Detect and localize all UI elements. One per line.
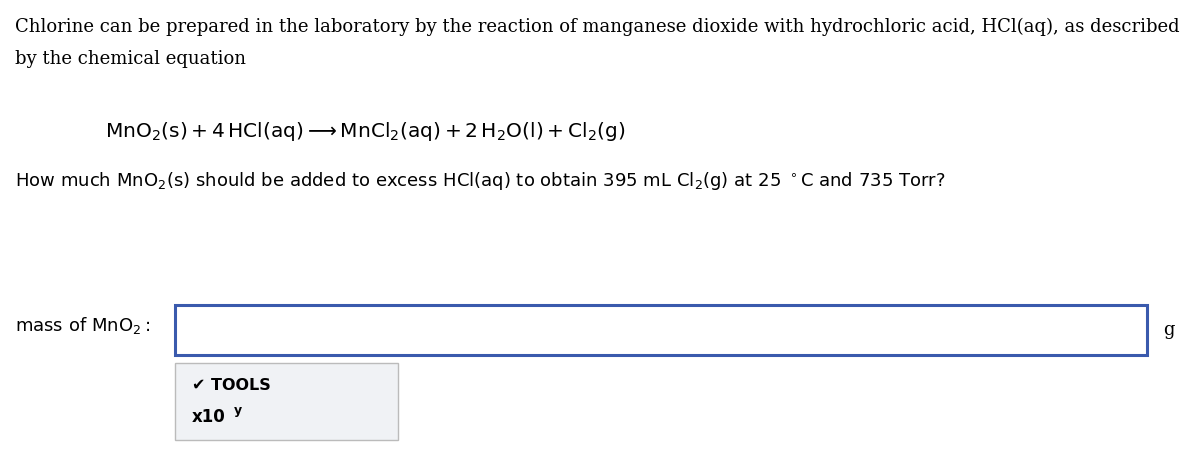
FancyBboxPatch shape <box>175 305 1147 355</box>
Text: g: g <box>1163 321 1175 339</box>
Text: $\mathregular{mass\ of\ MnO_2:}$: $\mathregular{mass\ of\ MnO_2:}$ <box>14 314 151 335</box>
Text: Chlorine can be prepared in the laboratory by the reaction of manganese dioxide : Chlorine can be prepared in the laborato… <box>14 18 1180 36</box>
Text: by the chemical equation: by the chemical equation <box>14 50 246 68</box>
Text: $\mathregular{MnO_2(s) + 4\,HCl(aq) \longrightarrow MnCl_2(aq) + 2\,H_2O(l) + Cl: $\mathregular{MnO_2(s) + 4\,HCl(aq) \lon… <box>106 120 625 143</box>
Text: $\mathregular{How\ much\ MnO_2(s)\ should\ be\ added\ to\ excess\ HCl(aq)\ to\ o: $\mathregular{How\ much\ MnO_2(s)\ shoul… <box>14 170 946 192</box>
FancyBboxPatch shape <box>175 363 398 440</box>
Text: ✔ TOOLS: ✔ TOOLS <box>192 378 271 393</box>
Text: y: y <box>234 404 242 417</box>
Text: x10: x10 <box>192 408 226 426</box>
